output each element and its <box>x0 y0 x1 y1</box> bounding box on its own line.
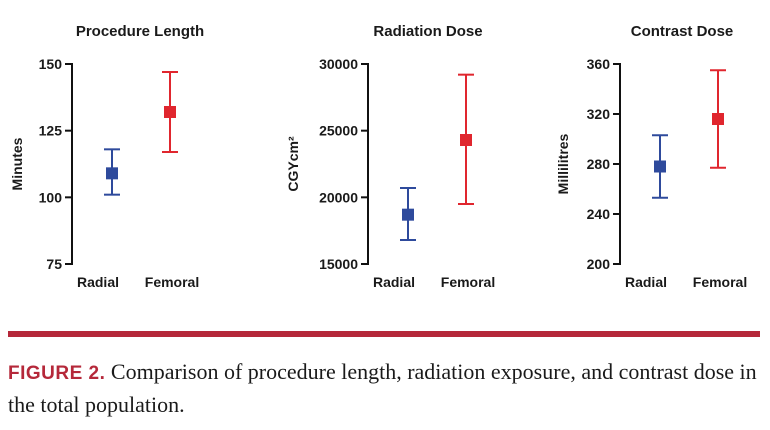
figure-caption: FIGURE 2. Comparison of procedure length… <box>8 356 758 420</box>
mean-marker-radial <box>106 167 118 180</box>
x-tick-label: Radial <box>625 274 667 290</box>
x-tick-label: Femoral <box>145 274 199 290</box>
chart-panel-2: Radiation Dose 15000 20000 25000 30000 CGYcm²… <box>285 23 495 290</box>
figure-charts: Procedure Length 75 100 125 150 Minutes Radial… <box>9 23 747 290</box>
mean-marker-radial <box>654 160 666 173</box>
caption-text: Comparison of procedure length, radiatio… <box>8 359 757 417</box>
y-tick-label: 125 <box>39 123 63 139</box>
y-axis-label: CGYcm² <box>285 136 301 192</box>
y-tick-label: 30000 <box>319 56 358 72</box>
figure-label: FIGURE 2. <box>8 363 106 384</box>
x-tick-label: Femoral <box>693 274 747 290</box>
y-tick-label: 20000 <box>319 189 358 205</box>
y-tick-label: 200 <box>587 256 611 272</box>
y-tick-label: 240 <box>587 206 611 222</box>
x-tick-label: Radial <box>373 274 415 290</box>
y-tick-label: 280 <box>587 156 611 172</box>
y-tick-label: 25000 <box>319 123 358 139</box>
x-tick-label: Radial <box>77 274 119 290</box>
mean-marker-femoral <box>460 134 472 146</box>
y-tick-label: 360 <box>587 56 611 72</box>
chart-title: Contrast Dose <box>631 23 734 40</box>
y-tick-label: 100 <box>39 189 63 205</box>
mean-marker-radial <box>402 208 414 221</box>
y-axis-label: Minutes <box>9 137 25 190</box>
y-tick-label: 15000 <box>319 256 358 272</box>
mean-marker-femoral <box>712 113 724 125</box>
divider-rule <box>8 331 760 337</box>
chart-title: Radiation Dose <box>373 23 482 40</box>
chart-panel-1: Procedure Length 75 100 125 150 Minutes Radial… <box>9 23 204 290</box>
y-tick-label: 75 <box>46 256 62 272</box>
y-axis-label: Millilitres <box>555 133 571 194</box>
mean-marker-femoral <box>164 106 176 118</box>
y-tick-label: 320 <box>587 106 611 122</box>
chart-panel-3: Contrast Dose 200 240 280 320 360 Millilitres R… <box>555 23 747 290</box>
chart-title: Procedure Length <box>76 23 204 40</box>
y-tick-label: 150 <box>39 56 63 72</box>
x-tick-label: Femoral <box>441 274 495 290</box>
